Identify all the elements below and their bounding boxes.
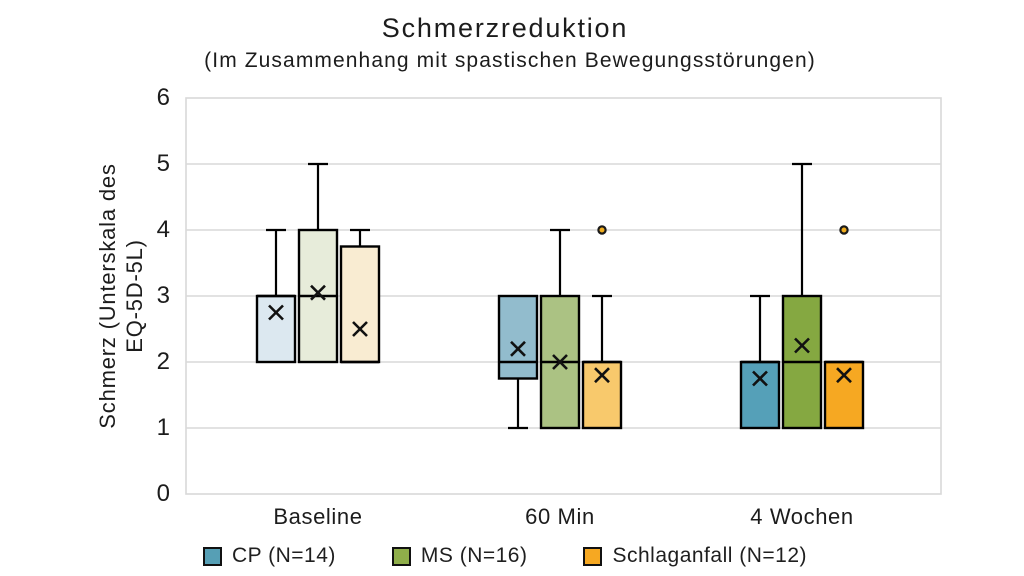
legend-item-ms: MS (N=16) (391, 544, 528, 568)
legend-swatch-ms (391, 546, 411, 566)
boxplot-ms-4-wochen (781, 162, 823, 430)
x-label-baseline: Baseline (273, 504, 363, 529)
chart-title: Schmerzreduktion (381, 13, 629, 43)
mean-marker-cp-4-wochen (752, 370, 768, 387)
boxplot-cp-4-wochen (739, 294, 781, 430)
box-cp-baseline (255, 294, 297, 364)
boxplot-ms-60-min (539, 228, 581, 430)
boxplot-schlaganfall-60-min (581, 225, 623, 430)
box-cp-4-wochen (739, 360, 781, 430)
boxplot-schlaganfall-4-wochen (823, 225, 865, 430)
legend-swatch-cp (202, 546, 222, 566)
y-tick-0: 0 (156, 480, 170, 507)
y-tick-5: 5 (156, 150, 170, 177)
y-tick-4: 4 (156, 216, 170, 243)
legend-swatch-schlaganfall (583, 546, 603, 566)
mean-marker-cp-60-min (510, 340, 526, 357)
box-cp-60-min (497, 294, 539, 380)
y-tick-2: 2 (156, 348, 170, 375)
legend-item-cp: CP (N=14) (202, 544, 336, 568)
boxplot-ms-baseline (297, 162, 339, 364)
mean-marker-schlaganfall-4-wochen (836, 367, 852, 384)
legend-label-cp: CP (N=14) (231, 544, 336, 567)
boxplot-schlaganfall-baseline (339, 228, 381, 364)
y-tick-1: 1 (156, 414, 170, 441)
mean-marker-ms-baseline (310, 284, 326, 301)
outlier-schlaganfall-4-wochen (839, 225, 849, 235)
mean-marker-ms-60-min (552, 354, 568, 370)
x-label-60-min: 60 Min (525, 504, 595, 529)
outlier-schlaganfall-60-min (597, 225, 607, 235)
box-schlaganfall-4-wochen (823, 360, 865, 430)
chart-subtitle: (Im Zusammenhang mit spastischen Bewegun… (204, 49, 816, 72)
x-label-4-wochen: 4 Wochen (750, 504, 854, 529)
legend-item-schlaganfall: Schlaganfall (N=12) (583, 544, 807, 568)
boxplot-cp-baseline (255, 228, 297, 364)
legend-label-ms: MS (N=16) (420, 544, 528, 567)
y-tick-6: 6 (156, 84, 170, 111)
y-tick-3: 3 (156, 282, 170, 309)
mean-marker-ms-4-wochen (794, 337, 810, 354)
mean-marker-schlaganfall-baseline (352, 321, 368, 337)
legend: CP (N=14) MS (N=16) Schlaganfall (N=12) (0, 541, 1010, 571)
plot-border (185, 97, 942, 495)
mean-marker-schlaganfall-60-min (594, 367, 610, 384)
mean-marker-cp-baseline (268, 304, 284, 321)
box-schlaganfall-baseline (339, 245, 381, 364)
box-schlaganfall-60-min (581, 360, 623, 430)
boxplot-cp-60-min (497, 294, 539, 430)
legend-label-schlaganfall: Schlaganfall (N=12) (612, 544, 808, 567)
